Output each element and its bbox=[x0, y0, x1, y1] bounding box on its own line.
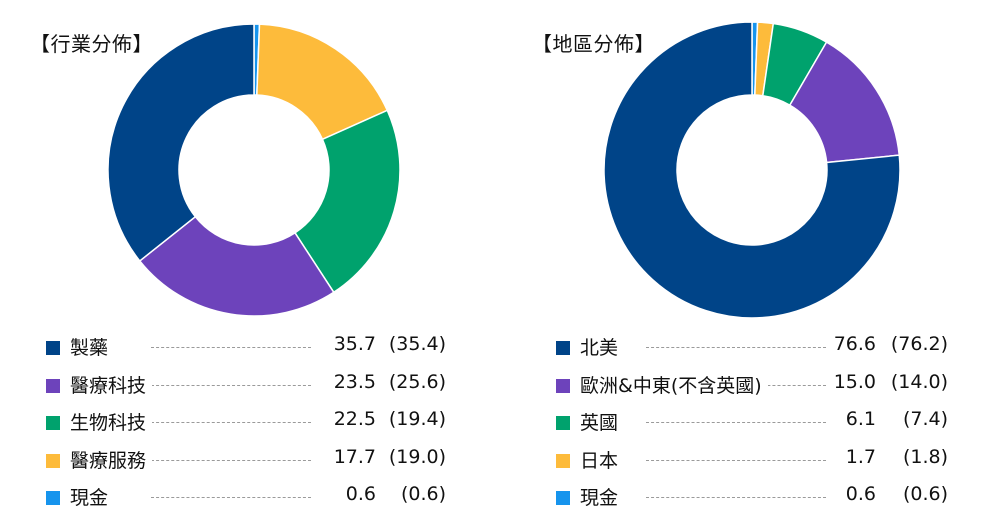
industry-legend-swatch bbox=[46, 341, 60, 355]
industry-donut-slice-2 bbox=[293, 109, 401, 294]
region-legend-item: 現金 0.6 (0.6) bbox=[556, 480, 956, 518]
region-chart-title: 【地區分佈】 bbox=[532, 32, 655, 56]
industry-legend-current-value: 35.7 bbox=[329, 333, 376, 355]
region-legend-previous-value: (14.0) bbox=[890, 370, 948, 393]
industry-chart-title: 【行業分佈】 bbox=[30, 32, 153, 56]
region-legend-previous-value: (7.4) bbox=[902, 408, 948, 430]
region-legend-item: 北美 76.6 (76.2) bbox=[556, 330, 956, 368]
industry-donut-slice-3 bbox=[256, 23, 389, 141]
industry-legend-previous-value: (19.0) bbox=[388, 445, 446, 468]
industry-legend-label: 生物科技 bbox=[70, 408, 153, 435]
industry-legend-leader-line bbox=[151, 459, 311, 461]
industry-donut-slice-1 bbox=[138, 215, 335, 317]
region-donut-slice-0 bbox=[603, 21, 901, 319]
region-legend-previous-value: (0.6) bbox=[902, 483, 948, 505]
industry-legend-previous-value: (35.4) bbox=[388, 333, 446, 355]
region-legend-current-value: 6.1 bbox=[841, 408, 876, 430]
industry-legend-item: 生物科技 22.5 (19.4) bbox=[46, 405, 446, 443]
industry-legend-item: 製藥 35.7 (35.4) bbox=[46, 330, 446, 368]
industry-legend-label: 醫療科技 bbox=[70, 370, 153, 398]
region-legend: 北美 76.6 (76.2) 歐洲&中東(不含英國) 15.0 (14.0) 英國 6.1 (7… bbox=[556, 330, 956, 518]
industry-legend-current-value: 23.5 bbox=[329, 370, 376, 393]
region-legend-leader-line bbox=[646, 422, 826, 423]
industry-legend-swatch bbox=[46, 378, 60, 393]
industry-legend-item: 醫療科技 23.5 (25.6) bbox=[46, 368, 446, 406]
region-legend-previous-value: (76.2) bbox=[890, 333, 948, 355]
region-legend-label: 日本 bbox=[580, 445, 625, 473]
industry-legend-item: 醫療服務 17.7 (19.0) bbox=[46, 443, 446, 481]
industry-legend-leader-line bbox=[151, 347, 311, 348]
industry-legend-current-value: 0.6 bbox=[341, 483, 376, 505]
region-legend-current-value: 1.7 bbox=[841, 445, 876, 468]
industry-legend-leader-line bbox=[151, 422, 311, 423]
industry-panel: 【行業分佈】 製藥 35.7 (35.4) 醫療科技 23.5 (25.6) 生物科技 22.… bbox=[30, 23, 446, 518]
industry-legend-swatch bbox=[46, 453, 60, 468]
industry-legend: 製藥 35.7 (35.4) 醫療科技 23.5 (25.6) 生物科技 22.5 (19.4)… bbox=[46, 330, 446, 518]
industry-legend-current-value: 17.7 bbox=[329, 445, 376, 468]
industry-legend-swatch bbox=[46, 416, 60, 430]
region-legend-current-value: 0.6 bbox=[841, 483, 876, 505]
region-legend-leader-line bbox=[646, 347, 826, 348]
region-legend-current-value: 76.6 bbox=[829, 333, 876, 355]
industry-legend-current-value: 22.5 bbox=[329, 408, 376, 430]
region-legend-previous-value: (1.8) bbox=[902, 445, 948, 468]
region-legend-swatch bbox=[556, 341, 570, 355]
region-legend-swatch bbox=[556, 491, 570, 505]
region-legend-label: 北美 bbox=[580, 333, 625, 360]
region-panel: 【地區分佈】 北美 76.6 (76.2) 歐洲&中東(不含英國) 15.0 (14.0)… bbox=[500, 0, 1000, 525]
region-legend-swatch bbox=[556, 416, 570, 430]
industry-legend-leader-line bbox=[151, 384, 311, 386]
industry-legend-previous-value: (0.6) bbox=[400, 483, 446, 505]
region-legend-leader-line bbox=[646, 459, 826, 461]
industry-legend-previous-value: (19.4) bbox=[388, 408, 446, 430]
industry-legend-label: 現金 bbox=[70, 483, 115, 510]
region-legend-current-value: 15.0 bbox=[829, 370, 876, 393]
region-donut-chart bbox=[603, 21, 901, 319]
region-legend-leader-line bbox=[646, 497, 826, 498]
industry-legend-leader-line bbox=[151, 497, 311, 498]
industry-legend-label: 醫療服務 bbox=[70, 445, 153, 473]
industry-legend-label: 製藥 bbox=[70, 333, 115, 360]
industry-legend-swatch bbox=[46, 491, 60, 505]
industry-legend-item: 現金 0.6 (0.6) bbox=[46, 480, 446, 518]
region-legend-swatch bbox=[556, 453, 570, 468]
industry-donut-slice-0 bbox=[107, 23, 255, 262]
region-legend-label: 歐洲&中東(不含英國) bbox=[580, 370, 768, 398]
region-legend-swatch bbox=[556, 378, 570, 393]
industry-legend-previous-value: (25.6) bbox=[388, 370, 446, 393]
region-legend-label: 現金 bbox=[580, 483, 625, 510]
region-legend-item: 日本 1.7 (1.8) bbox=[556, 443, 956, 481]
region-legend-item: 英國 6.1 (7.4) bbox=[556, 405, 956, 443]
region-legend-label: 英國 bbox=[580, 408, 625, 435]
industry-donut-chart bbox=[107, 23, 401, 317]
region-legend-item: 歐洲&中東(不含英國) 15.0 (14.0) bbox=[556, 368, 956, 406]
